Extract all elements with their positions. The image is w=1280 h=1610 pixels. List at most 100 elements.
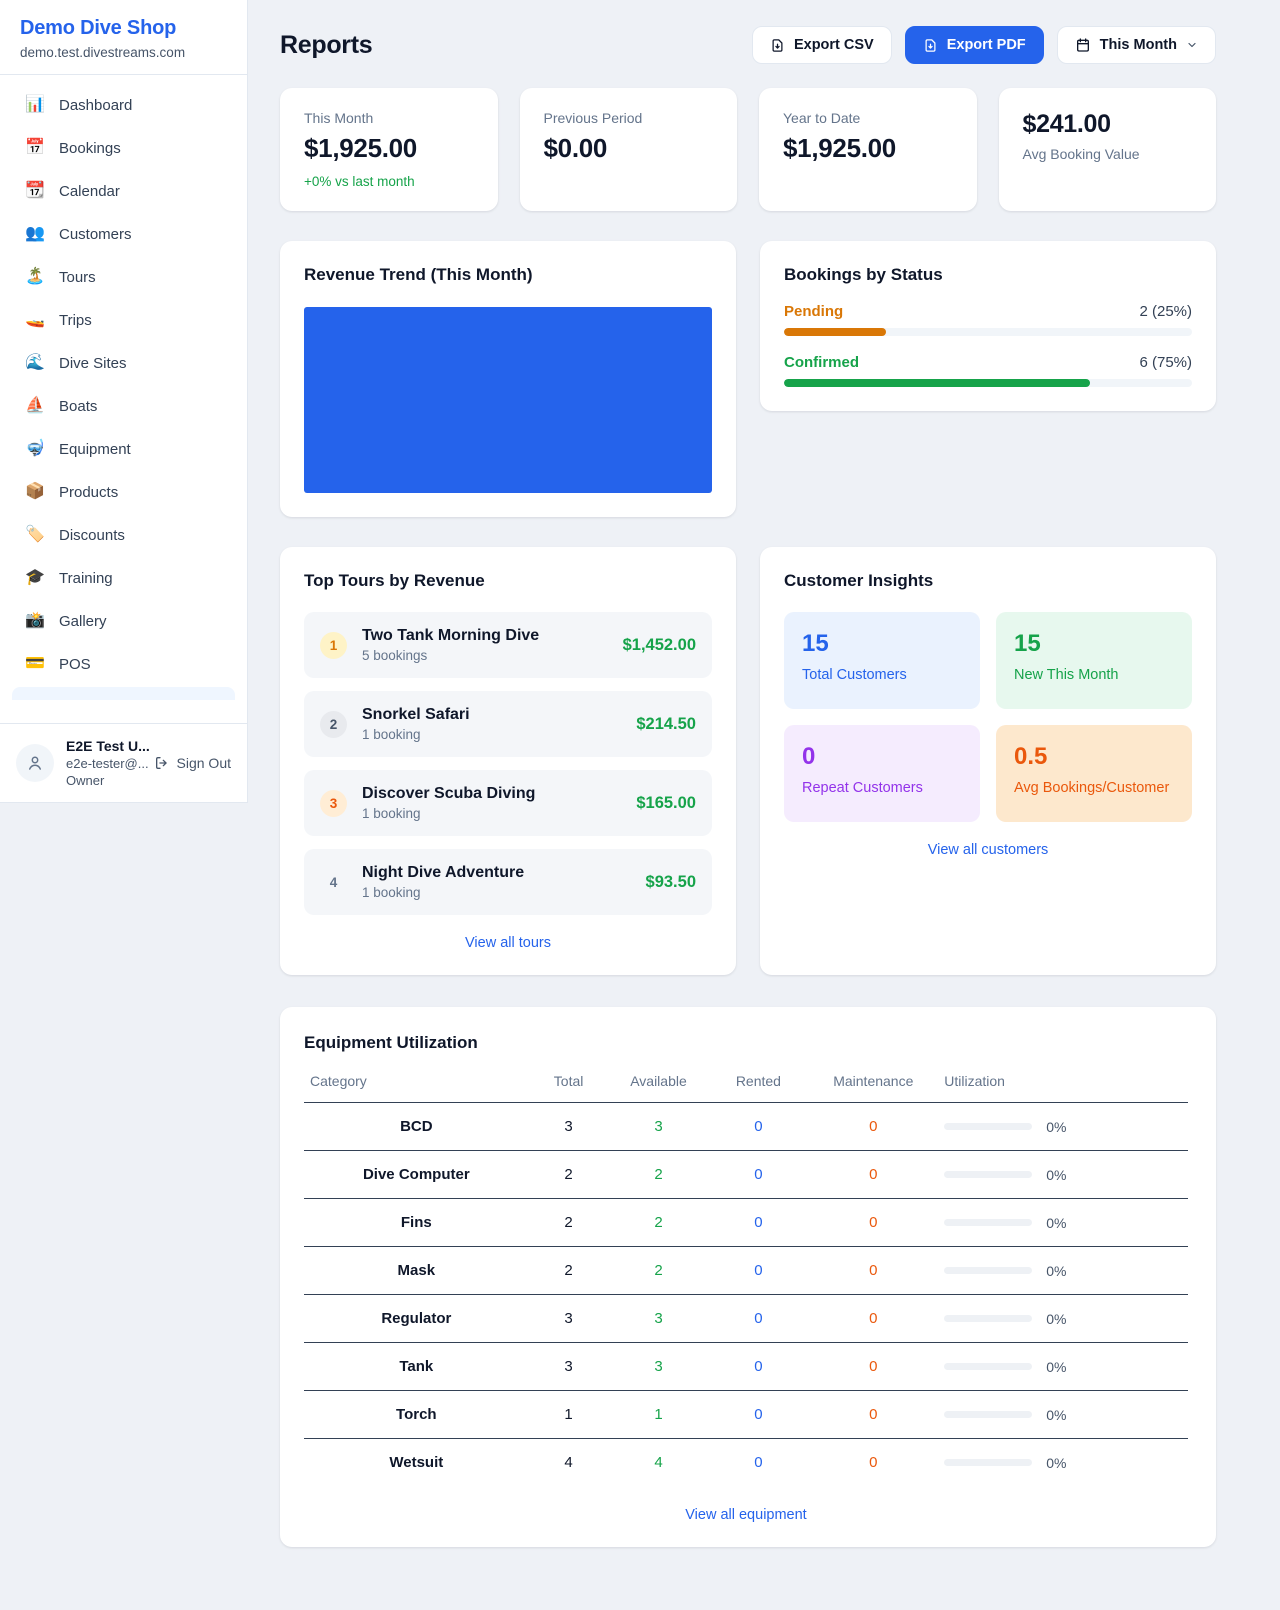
utilization-bar [944,1123,1033,1130]
sidebar-item-label: Trips [59,311,92,329]
table-cell-utilization: 0% [938,1198,1188,1247]
sign-out-button[interactable]: Sign Out [154,755,231,771]
table-cell-maintenance: 0 [808,1390,939,1439]
tour-name: Two Tank Morning Dive [362,627,540,644]
view-all-tours-link[interactable]: View all tours [465,935,551,951]
table-cell-rented: 0 [708,1342,809,1391]
view-all-customers-link[interactable]: View all customers [927,842,1049,858]
table-cell-maintenance: 0 [808,1102,939,1151]
view-all-equipment-link[interactable]: View all equipment [685,1506,807,1523]
utilization-percent: 0% [1046,1166,1067,1183]
table-cell-category: Wetsuit [389,1454,444,1472]
sidebar-item-customers[interactable]: 👥 Customers [12,214,235,254]
table-cell-maintenance: 0 [808,1246,939,1295]
table-cell-category: Mask [304,1246,529,1295]
page-header: Reports Export CSV Export PDF This Month [280,26,1216,64]
sidebar-item-reports-partial[interactable] [12,687,235,700]
stat-delta: +0% vs last month [304,174,415,189]
insight-label: Repeat Customers [802,780,923,796]
status-bar-track [784,328,1192,336]
sidebar-item-discounts[interactable]: 🏷️ Discounts [12,515,235,555]
sidebar-item-calendar[interactable]: 📆 Calendar [12,171,235,211]
sidebar-item-tours[interactable]: 🏝️ Tours [12,257,235,297]
status-bar-fill [784,379,1090,387]
export-pdf-button[interactable]: Export PDF [904,26,1044,64]
table-cell-utilization: 0% [938,1150,1188,1199]
stat-value: $241.00 [1022,110,1112,138]
table-cell-rented: 0 [708,1390,809,1439]
equipment-utilization-title: Equipment Utilization [304,1033,478,1052]
stat-value: $1,925.00 [783,133,896,163]
island-icon: 🏝️ [25,268,45,285]
status-count: 6 (75%) [1139,354,1192,371]
status-row-confirmed: Confirmed 6 (75%) [784,354,1192,387]
table-cell-maintenance: 0 [808,1150,939,1199]
sidebar-item-pos[interactable]: 💳 POS [12,644,235,684]
table-cell-maintenance: 0 [808,1198,939,1247]
utilization-bar [944,1315,1033,1322]
sidebar-item-trips[interactable]: 🚤 Trips [12,300,235,340]
table-cell-available: 2 [608,1198,709,1247]
tour-list-item[interactable]: 3 Discover Scuba Diving 1 booking $165.0… [304,770,712,836]
table-cell-total: 3 [528,1102,609,1151]
utilization-percent: 0% [1046,1214,1067,1231]
insight-value: 0 [802,743,816,770]
period-label: This Month [1099,37,1177,53]
table-cell-rented: 0 [708,1102,809,1151]
table-cell-utilization: 0% [938,1246,1188,1295]
sidebar-item-dive-sites[interactable]: 🌊 Dive Sites [12,343,235,383]
column-header-maintenance: Maintenance [808,1073,939,1103]
table-cell-available: 3 [608,1342,709,1391]
tour-bookings: 1 booking [362,727,421,742]
rank-badge: 3 [320,789,347,817]
sidebar-item-label: Products [59,483,119,501]
export-csv-label: Export CSV [793,37,874,53]
sidebar-item-equipment[interactable]: 🤿 Equipment [12,429,235,469]
user-email: e2e-tester@... [66,756,149,771]
sidebar-item-label: Tours [59,268,96,286]
brand-domain: demo.test.divestreams.com [20,45,186,60]
insight-tile-avg-bookings: 0.5 Avg Bookings/Customer [996,725,1192,822]
revenue-trend-chart [304,307,712,493]
tour-bookings: 5 bookings [362,648,428,663]
wave-icon: 🌊 [25,354,45,371]
tour-revenue: $1,452.00 [622,635,696,654]
equipment-table-body: BCD 3 3 0 0 0% Dive Computer 2 2 0 0 0% Fins 2 2 0 0 0% Ma… [304,1102,1188,1487]
insight-label: Avg Bookings/Customer [1014,780,1170,796]
sidebar-item-dashboard[interactable]: 📊 Dashboard [12,85,235,125]
tour-name: Snorkel Safari [362,706,470,723]
table-cell-category: Fins [304,1198,529,1247]
sidebar-item-bookings[interactable]: 📅 Bookings [12,128,235,168]
sidebar-item-label: Bookings [59,139,121,157]
sidebar-item-label: Equipment [59,440,131,458]
table-row: Torch 1 1 0 0 0% [304,1390,1188,1439]
diving-mask-icon: 🤿 [25,440,45,457]
sidebar-user-section: E2E Test U... e2e-tester@... Owner Sign … [0,723,247,802]
person-icon [29,756,41,770]
tour-list-item[interactable]: 4 Night Dive Adventure 1 booking $93.50 [304,849,712,915]
table-cell-total: 2 [528,1246,609,1295]
period-dropdown[interactable]: This Month [1056,26,1216,64]
customer-insights-title: Customer Insights [784,571,934,590]
sidebar-item-boats[interactable]: ⛵ Boats [12,386,235,426]
table-cell-maintenance: 0 [808,1342,939,1391]
sidebar-item-training[interactable]: 🎓 Training [12,558,235,598]
table-cell-category: Dive Computer [304,1150,529,1199]
utilization-bar [944,1219,1033,1226]
utilization-bar [944,1459,1033,1467]
tour-list-item[interactable]: 1 Two Tank Morning Dive 5 bookings $1,45… [304,612,712,678]
table-row: BCD 3 3 0 0 0% [304,1102,1188,1151]
table-cell-available: 3 [608,1102,709,1151]
sidebar-item-products[interactable]: 📦 Products [12,472,235,512]
table-cell-rented: 0 [708,1294,809,1343]
status-label: Pending [784,303,844,320]
insight-tile-total-customers: 15 Total Customers [784,612,980,709]
export-csv-button[interactable]: Export CSV [751,26,892,64]
sidebar-item-gallery[interactable]: 📸 Gallery [12,601,235,641]
file-download-icon [772,38,783,52]
sidebar-item-label: POS [59,655,91,673]
sidebar-item-label: Training [59,569,113,587]
status-row-pending: Pending 2 (25%) [784,303,1192,336]
sailboat-icon: ⛵ [25,397,45,414]
tour-list-item[interactable]: 2 Snorkel Safari 1 booking $214.50 [304,691,712,757]
